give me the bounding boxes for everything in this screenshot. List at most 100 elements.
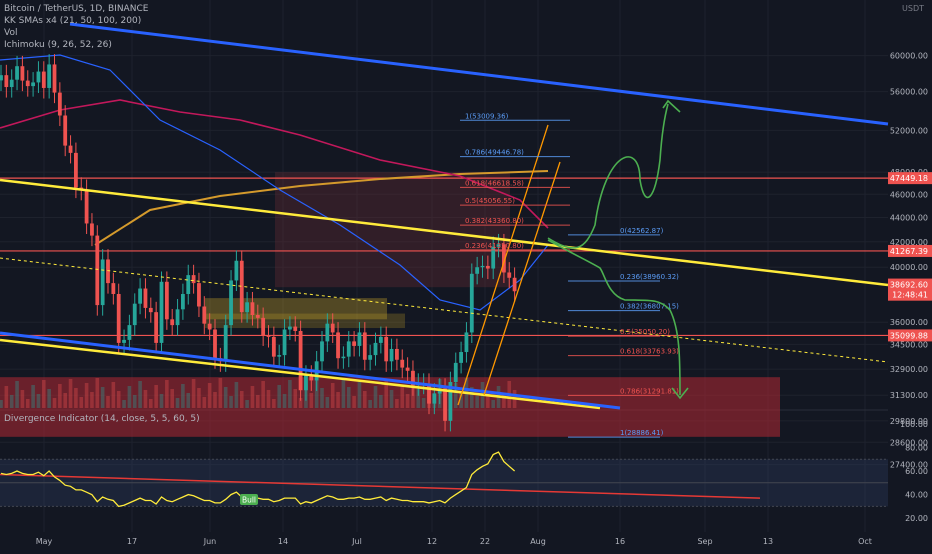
candle-body: [320, 341, 324, 362]
candle-body: [411, 370, 415, 386]
legend-symbol[interactable]: Bitcoin / TetherUS, 1D, BINANCE: [4, 4, 149, 14]
volume-bar: [245, 400, 249, 408]
candle-body: [496, 244, 501, 247]
candle-body: [20, 66, 25, 81]
candle-body: [4, 75, 9, 88]
bearish-projection-path: [547, 239, 681, 396]
candle-body: [143, 288, 148, 308]
time-tick-label: Sep: [697, 537, 712, 546]
candle-body: [373, 342, 378, 356]
candle-body: [448, 382, 453, 421]
candle-body: [502, 244, 506, 273]
candle-body: [116, 293, 121, 343]
volume-bar: [0, 400, 3, 408]
volume-bar: [149, 399, 153, 408]
candle-body: [368, 355, 373, 360]
volume-bar: [298, 398, 303, 408]
time-tick-label: 22: [480, 537, 490, 546]
volume-bar: [400, 385, 405, 408]
bull-badge: [240, 494, 258, 505]
time-tick-label: 16: [615, 537, 625, 546]
fib-level-label: 1(53009.36): [465, 112, 509, 120]
candle-body: [277, 355, 282, 357]
volume-bar: [122, 400, 126, 408]
volume-bar: [502, 395, 506, 408]
blue-lower-channel: [0, 331, 621, 410]
candle-body: [36, 71, 41, 83]
volume-bar: [154, 385, 158, 408]
volume-bar: [159, 394, 164, 408]
price-tag: [888, 244, 932, 257]
candle-body: [223, 325, 228, 362]
volume-bar: [170, 389, 174, 408]
sma-200-line: [94, 170, 549, 246]
time-tick-label: 14: [278, 537, 288, 546]
candle-body: [485, 265, 490, 269]
volume-bar: [218, 378, 223, 408]
bullish-arrow-head: [662, 99, 681, 113]
candle-body: [469, 273, 474, 333]
supply-zone-upper: [205, 298, 387, 320]
candle-body: [405, 367, 410, 371]
volume-bar: [197, 388, 201, 408]
currency-label: USDT: [902, 4, 924, 13]
volume-bar: [36, 394, 41, 408]
price-tag-text: 35099.88: [890, 331, 928, 340]
volume-bar: [416, 389, 421, 408]
volume-bar: [207, 383, 212, 408]
candle-body: [132, 303, 137, 326]
candle-body: [432, 393, 437, 404]
volume-bar: [68, 379, 73, 408]
time-tick-label: May: [36, 537, 53, 546]
candle-body: [443, 388, 447, 421]
legend-volume[interactable]: Vol: [4, 28, 18, 38]
candle-body: [186, 275, 191, 294]
volume-bar: [395, 399, 399, 408]
price-tag-text: 41267.39: [890, 247, 928, 256]
candle-body: [250, 302, 255, 316]
price-tick-label: 44000.00: [890, 213, 928, 222]
volume-bar: [239, 391, 244, 408]
candle-body: [57, 92, 62, 116]
indicator-title[interactable]: Divergence Indicator (14, close, 5, 5, 6…: [4, 414, 200, 424]
sma-50-line: [0, 54, 549, 311]
candle-body: [255, 315, 260, 318]
legend-ichimoku[interactable]: Ichimoku (9, 26, 52, 26): [4, 40, 112, 50]
volume-bar: [47, 389, 51, 408]
candle-body: [234, 260, 239, 281]
legend-sma[interactable]: KK SMAs x4 (21, 50, 100, 200): [4, 16, 142, 26]
volume-bar: [132, 395, 137, 408]
volume-bar: [106, 396, 110, 408]
time-tick-label: Aug: [530, 537, 546, 546]
volume-bar: [181, 384, 185, 408]
fib-level-label: 0.236(41350.80): [465, 242, 524, 250]
fib-level-label: 0.382(43360.80): [465, 217, 524, 225]
time-tick-label: Jun: [203, 537, 217, 546]
candle-body: [362, 332, 367, 360]
volume-bar: [486, 391, 490, 408]
candle-body: [400, 359, 405, 368]
yellow-resistance-line: [0, 178, 889, 287]
volume-bar: [52, 398, 57, 408]
volume-bar: [368, 400, 372, 408]
volume-bar: [266, 390, 271, 408]
volume-bar: [491, 400, 495, 408]
volume-bar: [379, 395, 383, 408]
orange-channel-right: [483, 161, 561, 396]
candle-body: [197, 283, 201, 307]
volume-bar: [9, 395, 14, 408]
volume-bar: [63, 393, 67, 408]
fib-level-label: 0(42562.87): [620, 227, 664, 235]
volume-bar: [58, 384, 62, 408]
candle-body: [181, 293, 185, 310]
candle-body: [74, 152, 78, 188]
volume-bar: [95, 378, 100, 408]
indicator-tick-label: 60.00: [905, 467, 928, 476]
price-tick-label: 56000.00: [890, 88, 928, 97]
candle-body: [170, 319, 175, 326]
candle-body: [138, 288, 142, 304]
volume-bar: [138, 381, 142, 408]
price-tick-label: 32900.00: [890, 365, 928, 374]
